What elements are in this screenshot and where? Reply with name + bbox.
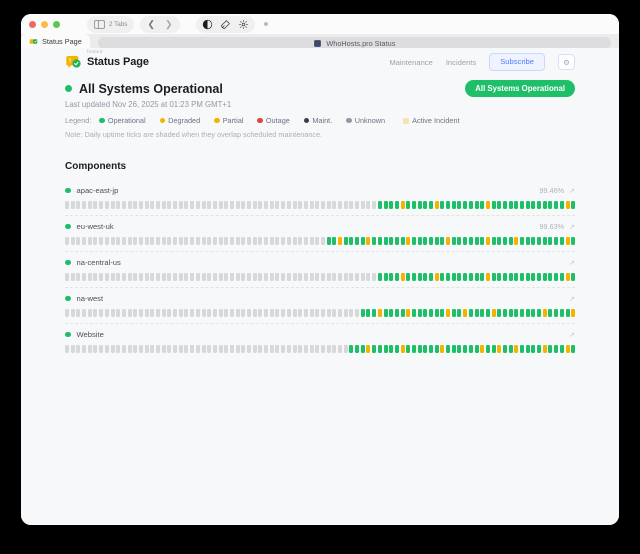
svg-text:!: ! (69, 58, 71, 64)
